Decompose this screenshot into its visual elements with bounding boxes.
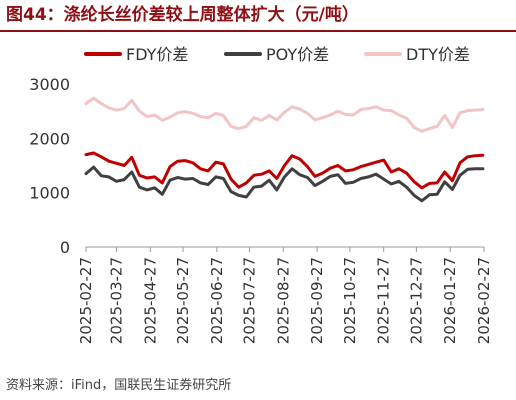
legend-label: DTY价差 [406, 45, 470, 64]
x-tick-label: 2026-02-27 [475, 257, 493, 344]
x-tick-label: 2026-01-27 [441, 257, 459, 344]
y-tick-label: 2000 [29, 129, 70, 148]
y-tick-label: 0 [60, 238, 70, 257]
x-tick-label: 2025-04-27 [141, 257, 159, 344]
y-axis: 0 1000 2000 3000 [29, 75, 70, 257]
x-tick-label: 2025-08-27 [274, 257, 292, 344]
x-tick-label: 2025-06-27 [208, 257, 226, 344]
series-line-2 [84, 96, 485, 133]
plot-area [84, 96, 485, 203]
x-tick-label: 2025-05-27 [174, 257, 192, 344]
x-tick-label: 2025-11-27 [375, 257, 393, 344]
legend-label: POY价差 [266, 45, 329, 64]
legend: FDY价差 POY价差 DTY价差 [84, 45, 470, 64]
series-line-0 [84, 151, 485, 190]
x-tick-label: 2025-12-27 [407, 257, 425, 344]
title-divider [0, 30, 516, 32]
y-tick-label: 1000 [29, 184, 70, 203]
figure-title: 图44：涤纶长丝价差较上周整体扩大（元/吨） [6, 5, 359, 25]
x-tick-label: 2025-09-27 [308, 257, 326, 344]
x-axis: 2025-02-27 2025-03-27 2025-04-27 2025-05-27… [77, 246, 493, 344]
x-tick-label: 2025-02-27 [77, 257, 95, 344]
line-chart: FDY价差 POY价差 DTY价差 0 1000 2000 3000 2025-02-27… [29, 45, 493, 344]
source-note: 资料来源：iFind，国联民生证券研究所 [6, 378, 232, 393]
legend-label: FDY价差 [126, 45, 188, 64]
x-tick-label: 2025-10-27 [341, 257, 359, 344]
x-tick-label: 2025-03-27 [108, 257, 126, 344]
series-line-1 [84, 165, 485, 203]
y-tick-label: 3000 [29, 75, 70, 94]
x-tick-label: 2025-07-27 [241, 257, 259, 344]
